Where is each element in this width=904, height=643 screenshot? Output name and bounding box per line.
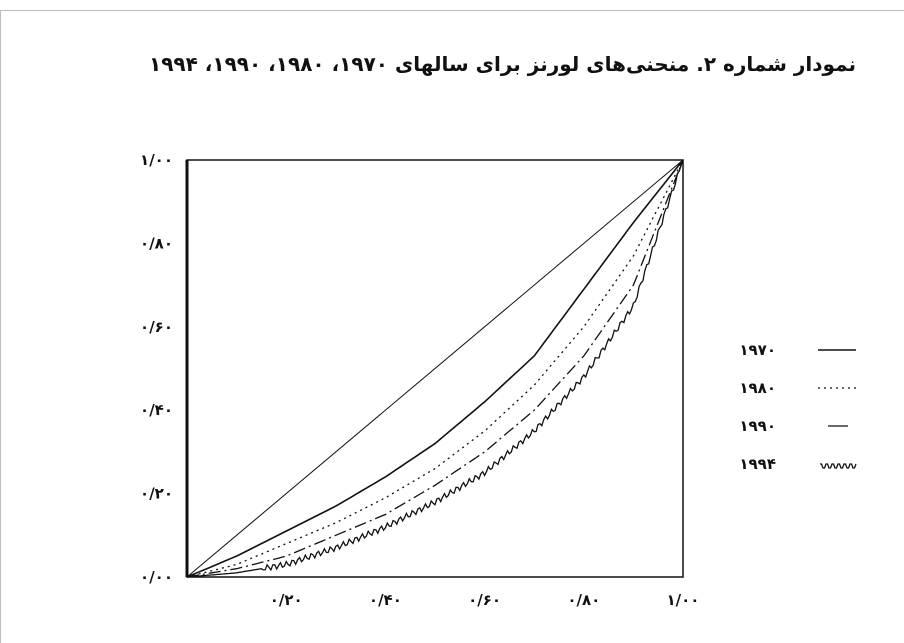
series-line-1: [186, 159, 684, 578]
legend-label-0: ۱۹۷۰: [739, 341, 776, 359]
y-tick-label: ۰/۴۰: [140, 401, 173, 419]
y-tick-label: ۱/۰۰: [140, 151, 173, 169]
chart-title: نمودار شماره ۲. منحنی‌های لورنز برای سال…: [149, 52, 856, 76]
series-line-0: [186, 159, 684, 578]
legend-label-3: ۱۹۹۴: [739, 455, 776, 473]
legend-swatch-3: [820, 463, 857, 469]
scan-border-top: [0, 10, 904, 11]
x-tick-label: ۱/۰۰: [667, 591, 700, 609]
y-tick-label: ۰/۰۰: [140, 568, 173, 586]
x-tick-label: ۰/۴۰: [369, 591, 402, 609]
legend-label-1: ۱۹۸۰: [739, 379, 776, 397]
x-tick-label: ۰/۸۰: [567, 591, 600, 609]
legend-label-2: ۱۹۹۰: [739, 417, 776, 435]
x-tick-label: ۰/۶۰: [468, 591, 501, 609]
y-tick-label: ۰/۲۰: [140, 485, 173, 503]
y-tick-label: ۰/۸۰: [140, 234, 173, 252]
y-tick-label: ۰/۶۰: [140, 318, 173, 336]
scan-border-left: [0, 10, 1, 643]
series-line-3: [186, 159, 684, 578]
x-tick-label: ۰/۲۰: [270, 591, 303, 609]
equality-line: [186, 159, 684, 578]
series-line-2: [186, 159, 684, 578]
